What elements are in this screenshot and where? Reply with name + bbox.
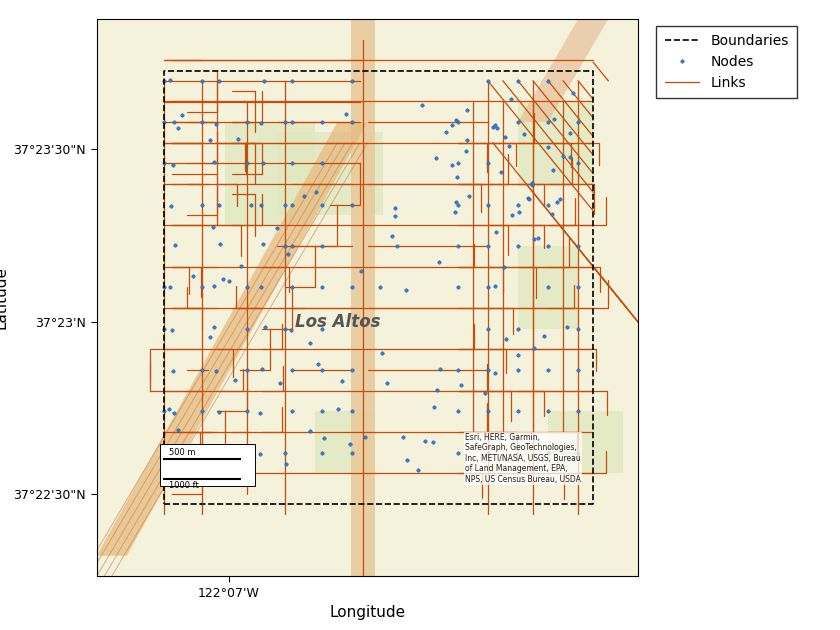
Text: Esri, HERE, Garmin,
SafeGraph, GeoTechnologies,
Inc, METI/NASA, USGS, Bureau
of : Esri, HERE, Garmin, SafeGraph, GeoTechno… bbox=[465, 433, 581, 483]
Bar bbox=[518, 101, 593, 184]
Legend: Boundaries, Nodes, Links: Boundaries, Nodes, Links bbox=[656, 26, 797, 98]
Y-axis label: Latitude: Latitude bbox=[0, 266, 8, 329]
Nodes bbox=[166, 447, 176, 454]
FancyBboxPatch shape bbox=[160, 444, 255, 486]
Bar bbox=[224, 122, 315, 226]
Line: Nodes: Nodes bbox=[160, 76, 581, 473]
Nodes bbox=[375, 283, 385, 290]
Bar bbox=[277, 132, 382, 215]
Boundaries bbox=[588, 500, 598, 508]
Nodes bbox=[543, 408, 554, 415]
Text: 500 m: 500 m bbox=[169, 448, 196, 457]
X-axis label: Longitude: Longitude bbox=[329, 605, 406, 621]
Bar bbox=[549, 411, 623, 473]
Text: Los Altos: Los Altos bbox=[295, 314, 381, 331]
Text: 1000 ft: 1000 ft bbox=[169, 481, 198, 491]
Bar bbox=[351, 19, 375, 576]
Bar bbox=[518, 246, 578, 329]
Nodes bbox=[413, 466, 423, 474]
Polygon shape bbox=[518, 19, 608, 122]
Nodes bbox=[483, 366, 493, 374]
Boundaries bbox=[160, 500, 170, 508]
Nodes bbox=[462, 106, 472, 114]
Nodes bbox=[242, 408, 252, 415]
Bar bbox=[315, 411, 375, 473]
Line: Boundaries: Boundaries bbox=[165, 71, 593, 504]
Polygon shape bbox=[97, 122, 368, 556]
Nodes bbox=[548, 166, 558, 174]
Nodes bbox=[165, 76, 175, 84]
Boundaries bbox=[588, 67, 598, 74]
Boundaries bbox=[160, 67, 170, 74]
Nodes bbox=[431, 154, 441, 161]
Boundaries bbox=[160, 500, 170, 508]
